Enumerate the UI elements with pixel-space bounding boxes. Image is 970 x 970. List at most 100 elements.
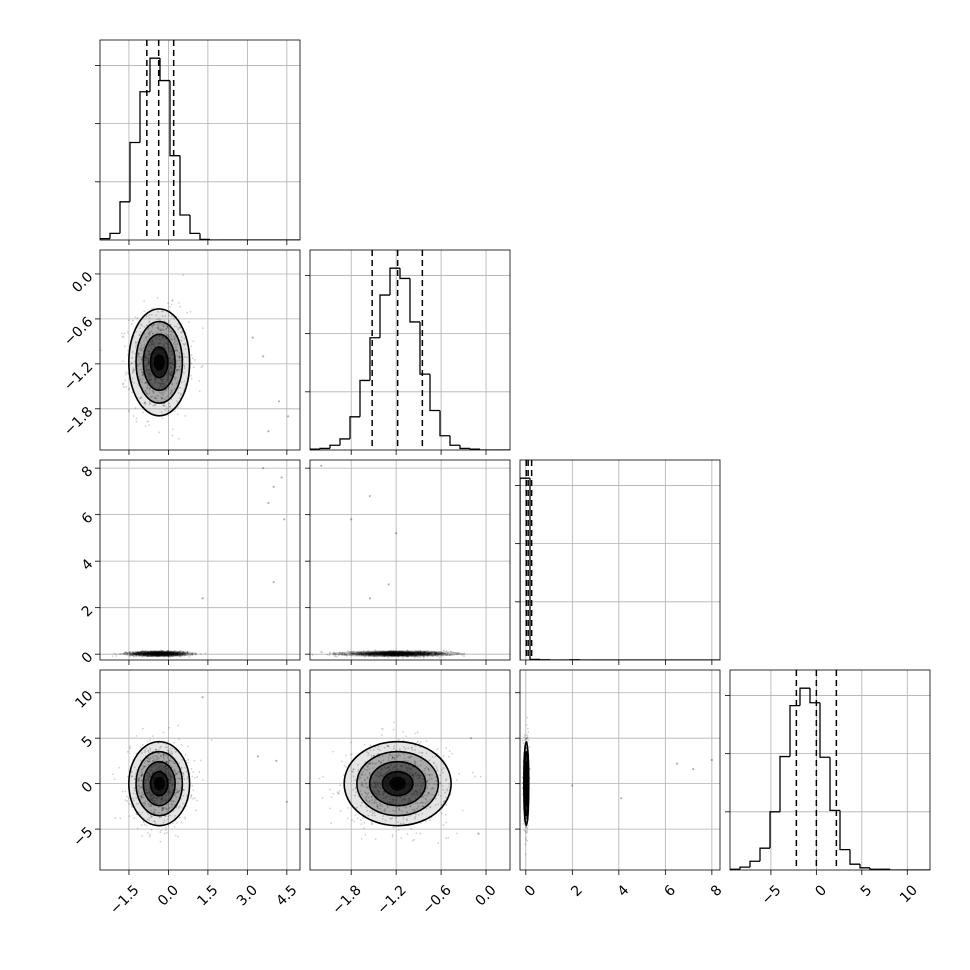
- sample-point: [174, 751, 177, 753]
- sample-point: [415, 775, 417, 777]
- sample-point: [375, 782, 378, 785]
- sample-point: [195, 809, 197, 812]
- sample-point: [160, 765, 163, 768]
- sample-point: [134, 653, 137, 655]
- sample-point: [167, 376, 170, 379]
- sample-point: [169, 757, 172, 760]
- sample-point: [358, 653, 361, 656]
- sample-point: [130, 653, 133, 655]
- sample-point: [173, 762, 176, 765]
- sample-point: [140, 651, 143, 653]
- sample-point: [162, 404, 165, 407]
- sample-point: [148, 379, 151, 382]
- sample-point: [152, 340, 154, 343]
- sample-point: [190, 354, 193, 356]
- sample-point: [359, 776, 362, 779]
- sample-point: [154, 765, 157, 768]
- sample-point: [346, 654, 348, 657]
- sample-point: [374, 655, 376, 657]
- sample-point: [153, 764, 156, 767]
- sample-point: [183, 367, 186, 370]
- sample-point: [345, 765, 347, 768]
- x-tick-label: −1.2: [374, 882, 409, 917]
- sample-point: [179, 653, 182, 655]
- sample-point: [142, 820, 145, 823]
- outlier-point: [387, 583, 390, 586]
- sample-point: [193, 797, 196, 800]
- sample-point: [374, 786, 377, 789]
- sample-point: [179, 777, 182, 780]
- sample-point: [183, 344, 186, 346]
- sample-point: [148, 387, 151, 389]
- sample-point: [148, 369, 150, 372]
- sample-point: [357, 768, 360, 771]
- sample-point: [174, 792, 177, 795]
- sample-point: [146, 774, 148, 777]
- sample-point: [170, 799, 173, 802]
- sample-point: [186, 356, 188, 359]
- sample-point: [158, 796, 161, 799]
- contour-line: [381, 770, 414, 797]
- sample-point: [440, 651, 443, 654]
- x-tick-label: 1.5: [194, 882, 221, 909]
- sample-point: [162, 799, 165, 802]
- sample-point: [133, 653, 135, 656]
- sample-point: [164, 807, 166, 809]
- sample-point: [405, 818, 408, 820]
- sample-point: [126, 750, 129, 753]
- sample-point: [192, 340, 195, 343]
- sample-point: [148, 314, 151, 317]
- sample-point: [153, 799, 156, 802]
- sample-point: [440, 653, 443, 656]
- histogram-bin: [209, 239, 220, 240]
- sample-point: [144, 760, 147, 763]
- sample-point: [153, 382, 156, 385]
- sample-point: [175, 772, 178, 775]
- sample-point: [382, 792, 385, 795]
- sample-point: [177, 327, 180, 330]
- sample-point: [143, 325, 146, 328]
- sample-point: [364, 791, 367, 793]
- sample-point: [413, 656, 416, 659]
- sample-point: [410, 828, 413, 830]
- sample-point: [356, 653, 359, 656]
- sample-point: [115, 654, 118, 657]
- sample-point: [171, 383, 174, 386]
- axes-frame: [309, 459, 511, 661]
- sample-point: [201, 327, 204, 330]
- sample-point: [169, 780, 172, 782]
- sample-point: [130, 362, 133, 364]
- sample-point: [150, 798, 153, 801]
- sample-point: [132, 369, 134, 372]
- sample-point: [136, 651, 139, 654]
- sample-point: [138, 334, 141, 337]
- sample-point: [157, 749, 160, 751]
- sample-point: [174, 814, 176, 817]
- sample-point: [139, 746, 142, 748]
- outlier-point: [256, 755, 259, 758]
- sample-point: [132, 651, 135, 654]
- sample-point: [151, 735, 154, 737]
- sample-point: [172, 363, 175, 365]
- sample-point: [431, 652, 433, 655]
- sample-point: [137, 788, 140, 791]
- sample-point: [156, 797, 159, 800]
- sample-point: [147, 384, 150, 387]
- sample-point: [161, 310, 163, 313]
- contour-line: [135, 320, 184, 404]
- sample-point: [178, 789, 181, 792]
- sample-point: [434, 755, 437, 758]
- sample-point: [135, 652, 138, 655]
- sample-point: [396, 806, 398, 809]
- sample-point: [341, 652, 343, 655]
- sample-point: [146, 778, 149, 781]
- histogram-bin: [799, 687, 810, 706]
- sample-point: [423, 769, 426, 772]
- sample-point: [149, 373, 151, 375]
- histogram-bin: [520, 477, 530, 660]
- sample-point: [398, 807, 400, 810]
- sample-point: [154, 650, 157, 652]
- sample-point: [361, 653, 364, 656]
- sample-point: [143, 402, 146, 405]
- sample-point: [183, 380, 186, 383]
